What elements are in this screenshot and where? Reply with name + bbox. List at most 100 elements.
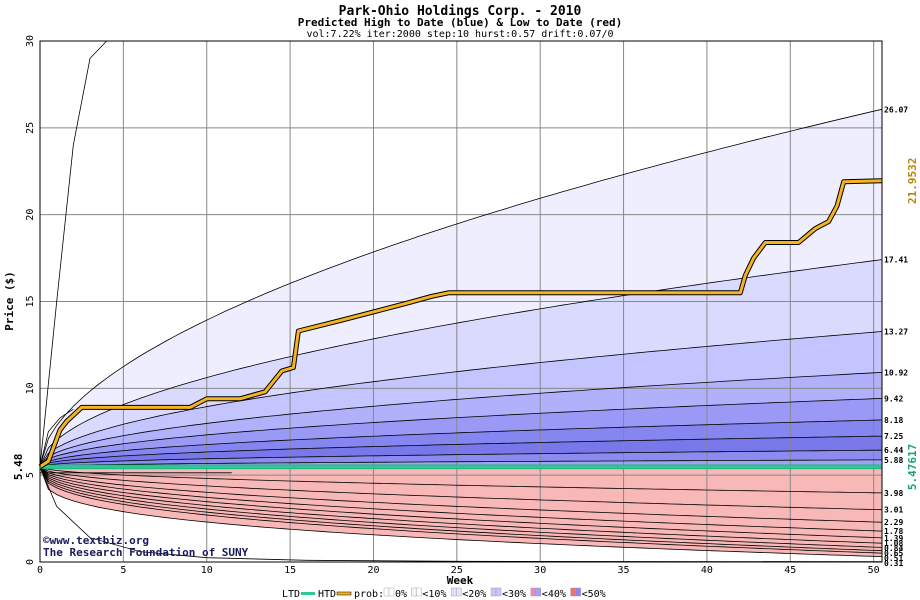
- right-band-label: 13.27: [884, 328, 908, 337]
- lower-envelope: [39, 466, 883, 563]
- contour-lines: [39, 40, 883, 563]
- lower-contour: [39, 466, 883, 539]
- legend-swatch-blue: [575, 587, 581, 597]
- legend: LTD HTD prob: 0% <10% <20% <30% <40% <50%: [282, 587, 606, 600]
- legend-item-label: <50%: [582, 589, 606, 600]
- chart-title: Park-Ohio Holdings Corp. - 2010: [339, 4, 582, 19]
- y-axis-ticks: 0 5 10 15 20 25 30: [25, 35, 36, 565]
- x-tick-label: 0: [37, 565, 43, 576]
- y-tick-label: 5: [25, 472, 36, 478]
- high-to-date-line: [39, 179, 883, 469]
- y-tick-label: 20: [25, 209, 36, 221]
- right-band-label: 6.44: [884, 446, 903, 455]
- upper-probability-bands: [40, 109, 882, 467]
- start-price-label: 5.48: [12, 454, 25, 481]
- x-tick-label: 45: [784, 565, 796, 576]
- right-band-label: 7.25: [884, 432, 903, 441]
- legend-item-label: <20%: [462, 589, 486, 600]
- legend-swatch-blue: [495, 587, 502, 597]
- upper-contour: [39, 259, 883, 467]
- lower-contour: [39, 466, 883, 557]
- lower-contour: [39, 466, 883, 511]
- chart-params: vol:7.22% iter:2000 step:10 hurst:0.57 d…: [306, 29, 613, 40]
- chart-subtitle: Predicted High to Date (blue) & Low to D…: [298, 16, 623, 29]
- right-band-label: 3.98: [884, 489, 903, 498]
- low-to-date-value: 5.47617: [906, 444, 919, 490]
- watermark-url: ©www.textbiz.org: [43, 534, 149, 547]
- x-tick-label: 10: [201, 565, 213, 576]
- upper-contour: [39, 419, 883, 468]
- upper-contour: [39, 398, 883, 468]
- legend-swatch-red: [411, 587, 417, 597]
- x-tick-label: 25: [451, 565, 463, 576]
- lower-contour: [39, 466, 883, 494]
- right-band-label: 5.88: [884, 456, 903, 465]
- legend-item-label: <10%: [422, 589, 446, 600]
- y-tick-label: 25: [25, 122, 36, 134]
- legend-ltd-label: LTD: [282, 589, 300, 600]
- plot-frame: [39, 40, 883, 563]
- x-tick-label: 20: [367, 565, 379, 576]
- legend-item-label: <30%: [502, 589, 526, 600]
- right-band-label: 1.78: [884, 527, 903, 536]
- legend-ltd-swatch: [301, 592, 315, 595]
- right-band-label: 3.01: [884, 506, 903, 515]
- right-band-label: 1.39: [884, 534, 903, 543]
- right-band-label: 17.41: [884, 256, 908, 265]
- x-axis-label: Week: [447, 574, 474, 587]
- legend-swatch-red: [570, 587, 576, 597]
- legend-item-label: 0%: [395, 589, 407, 600]
- x-tick-label: 5: [120, 565, 126, 576]
- low-to-date-line: [39, 464, 883, 470]
- upper-contour: [39, 459, 882, 468]
- right-band-label: 2.29: [884, 518, 903, 527]
- legend-swatch-red: [530, 587, 536, 597]
- right-band-label: 26.07: [884, 105, 908, 114]
- right-band-label: 10.92: [884, 368, 908, 377]
- high-to-date-value: 21.9532: [906, 158, 919, 204]
- legend-prob-label: prob:: [354, 589, 384, 600]
- legend-swatch-red: [383, 587, 390, 597]
- upper-contour: [39, 435, 883, 468]
- right-band-label: 0.31: [884, 559, 903, 568]
- upper-envelope-inner: [39, 408, 74, 467]
- right-band-label: 0.65: [884, 549, 903, 558]
- lower-contour: [39, 466, 883, 544]
- lower-contour: [39, 466, 883, 548]
- legend-swatch-red: [490, 587, 497, 597]
- legend-prob-items: 0% <10% <20% <30% <40% <50%: [383, 587, 606, 600]
- lower-contour: [39, 466, 883, 532]
- lower-contour: [39, 466, 883, 523]
- legend-swatch-blue: [388, 587, 395, 597]
- watermark-org: The Research Foundation of SUNY: [43, 546, 249, 559]
- legend-swatch-red: [451, 587, 457, 597]
- right-band-label: 0.84: [884, 544, 903, 553]
- x-tick-label: 30: [534, 565, 546, 576]
- right-band-label: 9.42: [884, 394, 903, 403]
- y-tick-label: 0: [25, 559, 36, 565]
- upper-contour: [39, 449, 882, 468]
- legend-swatch-blue: [456, 587, 462, 597]
- upper-contour: [39, 331, 883, 468]
- x-tick-label: 40: [701, 565, 713, 576]
- right-band-labels: 26.07 17.41 13.27 10.92 9.42 8.18 7.25 6.445.88…: [884, 105, 908, 568]
- legend-htd-swatch: [336, 591, 352, 596]
- right-band-label: 8.18: [884, 416, 903, 425]
- legend-item-label: <40%: [542, 589, 566, 600]
- upper-envelope: [39, 40, 107, 467]
- y-tick-label: 15: [25, 295, 36, 307]
- right-band-label: 0.51: [884, 554, 903, 563]
- x-tick-label: 35: [618, 565, 630, 576]
- x-tick-label: 15: [284, 565, 296, 576]
- y-tick-label: 30: [25, 35, 36, 47]
- y-tick-label: 10: [25, 382, 36, 394]
- lower-contour: [39, 466, 883, 552]
- x-axis-ticks: 0 5 10 15 20 25 30 35 40 45 50: [37, 565, 880, 576]
- right-band-label: 1.08: [884, 539, 903, 548]
- legend-swatch-blue: [416, 587, 422, 597]
- legend-swatch-blue: [535, 587, 541, 597]
- lower-contour: [39, 466, 883, 554]
- upper-contour: [39, 108, 883, 467]
- upper-contour: [39, 372, 883, 468]
